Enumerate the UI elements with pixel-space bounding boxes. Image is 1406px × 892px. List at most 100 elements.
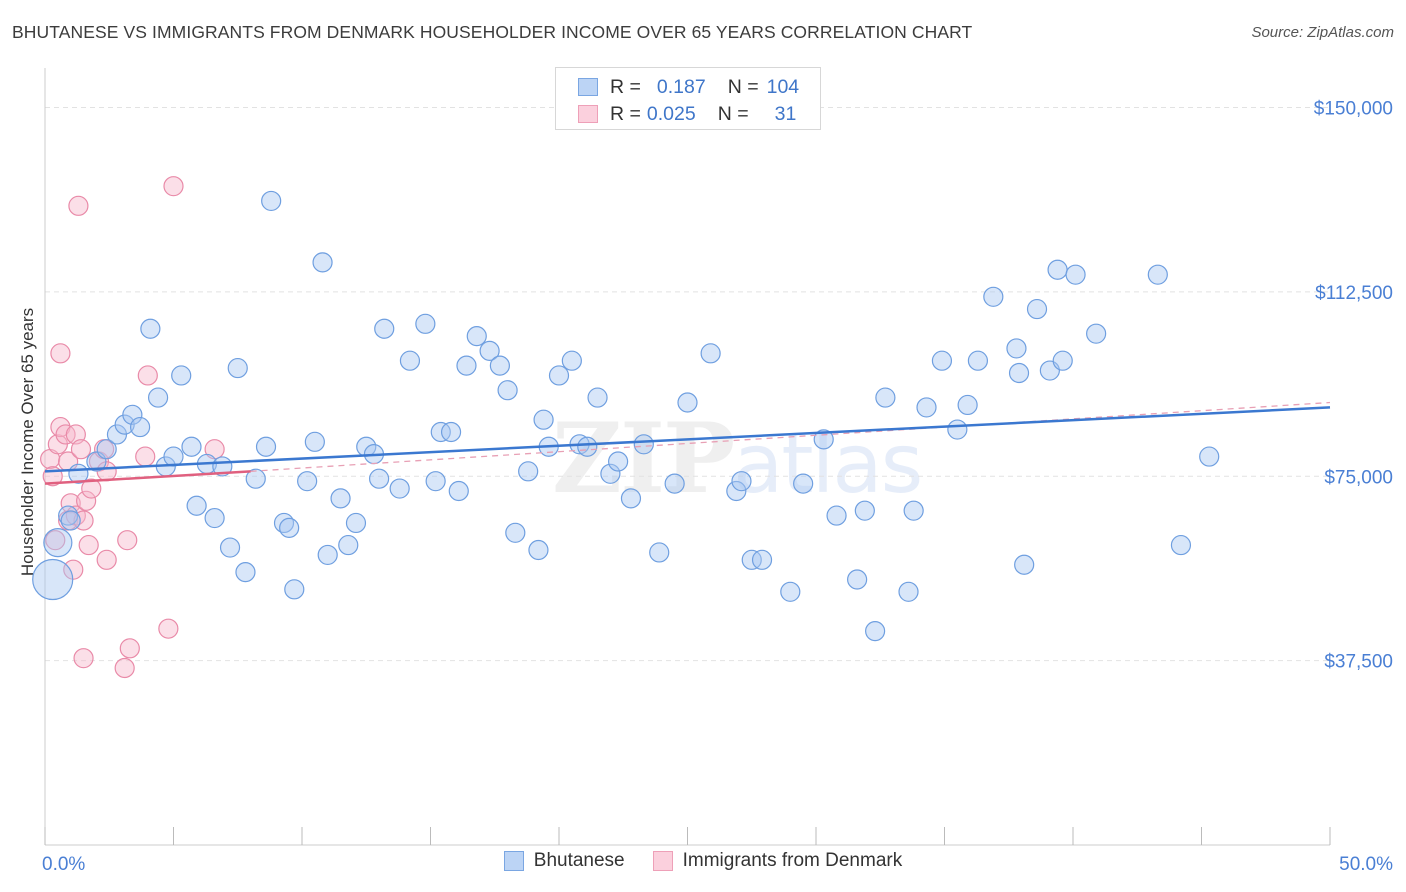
point-bhutanese: [741, 549, 762, 570]
point-bhutanese: [374, 318, 395, 339]
point-bhutanese: [620, 488, 642, 509]
point-bhutanese: [163, 446, 184, 467]
point-denmark: [70, 439, 92, 460]
point-denmark: [81, 478, 102, 499]
point-bhutanese: [345, 512, 367, 534]
tick-labels: $37,500 $75,000 $112,500 $150,000 0.0% 50.0%: [42, 99, 1393, 876]
point-denmark: [158, 618, 179, 639]
point-denmark: [50, 343, 71, 364]
chart-title: BHUTANESE VS IMMIGRANTS FROM DENMARK HOU…: [12, 22, 973, 42]
point-bhutanese: [32, 558, 74, 601]
point-bhutanese: [440, 421, 462, 443]
point-bhutanese: [181, 436, 202, 457]
watermark: ZIPatlas: [552, 402, 923, 515]
point-bhutanese: [235, 562, 256, 583]
point-bhutanese: [255, 436, 277, 457]
point-bhutanese: [1008, 362, 1030, 384]
point-bhutanese: [245, 468, 266, 489]
point-bhutanese: [425, 471, 446, 492]
legend-label-denmark: Immigrants from Denmark: [682, 850, 903, 871]
point-bhutanese: [826, 505, 847, 526]
point-bhutanese: [297, 471, 318, 492]
point-bhutanese: [1014, 554, 1035, 575]
point-bhutanese: [279, 517, 300, 538]
point-bhutanese: [1199, 446, 1220, 467]
legend-r-label: R =: [610, 102, 641, 125]
legend-label-bhutanese: Bhutanese: [533, 850, 625, 871]
point-bhutanese: [466, 326, 487, 347]
point-bhutanese: [726, 480, 747, 502]
point-bhutanese: [1052, 350, 1073, 371]
legend-swatch-bhutanese: [578, 78, 598, 96]
x-tick-label: 50.0%: [1339, 854, 1393, 875]
point-bhutanese: [700, 343, 721, 364]
point-bhutanese: [389, 478, 410, 499]
point-denmark: [119, 638, 140, 659]
legend-swatch-bhutanese: [503, 851, 524, 871]
legend-r-value: 0.187: [656, 75, 706, 98]
point-bhutanese: [140, 318, 161, 339]
point-bhutanese: [1006, 338, 1027, 359]
point-bhutanese: [875, 387, 896, 408]
legend-n-value: 31: [774, 102, 797, 125]
point-bhutanese: [96, 439, 117, 460]
point-denmark: [73, 648, 94, 669]
point-bhutanese: [369, 468, 390, 489]
legend-r-value: 0.025: [646, 102, 696, 125]
point-bhutanese: [479, 340, 500, 361]
y-tick-label: $37,500: [1324, 652, 1393, 673]
point-bhutanese: [122, 404, 143, 425]
point-bhutanese: [664, 473, 685, 494]
point-bhutanese: [780, 581, 801, 602]
point-bhutanese: [129, 416, 151, 438]
point-denmark: [45, 530, 66, 551]
watermark-zip: ZIP: [552, 402, 735, 515]
point-bhutanese: [751, 549, 773, 570]
point-denmark: [137, 365, 158, 386]
point-denmark: [114, 657, 135, 679]
point-bhutanese: [587, 387, 608, 408]
point-bhutanese: [947, 419, 968, 440]
point-bhutanese: [338, 534, 359, 556]
point-bhutanese: [1170, 534, 1192, 556]
legend-item-denmark: Immigrants from Denmark: [652, 850, 903, 872]
point-bhutanese: [608, 451, 629, 472]
point-denmark: [163, 176, 184, 197]
point-bhutanese: [528, 539, 549, 561]
legend-n-value: 104: [766, 75, 800, 98]
x-tick-label: 0.0%: [42, 854, 85, 875]
point-bhutanese: [649, 542, 670, 563]
y-tick-label: $112,500: [1315, 283, 1393, 304]
point-bhutanese: [304, 431, 325, 452]
point-bhutanese: [677, 392, 698, 413]
point-bhutanese: [261, 190, 282, 212]
point-denmark: [78, 534, 99, 556]
point-bhutanese: [415, 313, 436, 334]
point-bhutanese: [448, 480, 469, 502]
point-bhutanese: [60, 510, 81, 531]
correlation-legend: R = 0.187 N = 104 R = 0.025 N = 31: [555, 67, 821, 130]
point-denmark: [68, 195, 89, 216]
point-bhutanese: [967, 350, 989, 371]
trend-bhutanese: [44, 406, 1331, 473]
trend-denmark: [44, 470, 251, 485]
point-denmark: [135, 446, 156, 467]
axes: [44, 68, 1331, 846]
point-bhutanese: [186, 495, 207, 516]
point-bhutanese: [1086, 323, 1107, 344]
point-bhutanese: [898, 581, 919, 602]
point-bhutanese: [312, 252, 333, 273]
legend-swatch-denmark: [652, 851, 673, 871]
point-bhutanese: [903, 500, 924, 521]
series-legend: Bhutanese Immigrants from Denmark: [0, 850, 1406, 872]
legend-item-bhutanese: Bhutanese: [503, 850, 625, 872]
point-denmark: [55, 424, 76, 445]
point-bhutanese: [317, 544, 338, 566]
y-tick-label: $75,000: [1324, 467, 1393, 488]
point-bhutanese: [561, 350, 582, 371]
trend-lines: [44, 401, 1331, 485]
point-bhutanese: [577, 436, 598, 457]
point-bhutanese: [1065, 264, 1086, 285]
legend-n-label: N =: [727, 75, 759, 98]
